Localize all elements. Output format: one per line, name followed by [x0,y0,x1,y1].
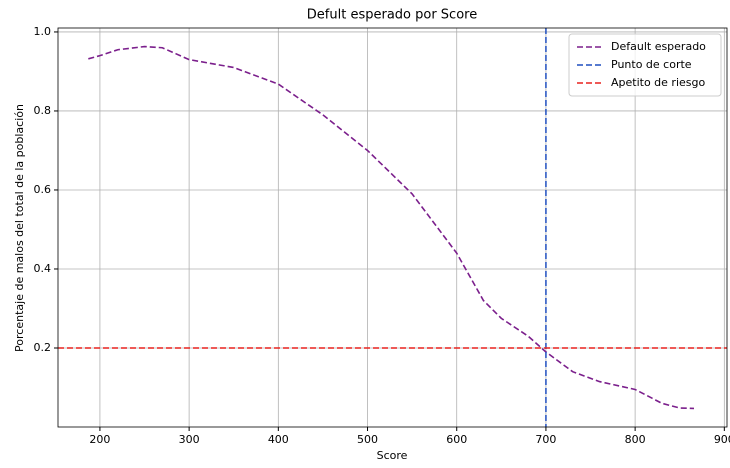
x-tick-label: 500 [357,433,378,446]
x-tick-label: 400 [268,433,289,446]
x-tick-label: 600 [446,433,467,446]
x-tick-label: 300 [179,433,200,446]
y-tick-label: 0.4 [34,262,52,275]
x-tick-label: 200 [89,433,110,446]
legend-label: Apetito de riesgo [611,76,705,89]
x-tick-label: 700 [535,433,556,446]
x-axis-label: Score [377,449,408,462]
y-axis-label: Porcentaje de malos del total de la pobl… [13,104,26,352]
x-tick-label: 800 [625,433,646,446]
y-tick-label: 0.8 [34,104,52,117]
x-tick-label: 900 [714,433,730,446]
legend-box [568,33,722,97]
legend-label: Punto de corte [611,58,692,71]
data-line [88,45,695,410]
y-tick-label: 0.6 [34,183,52,196]
y-tick-label: 0.2 [34,341,52,354]
chart-title: Defult esperado por Score [307,8,477,23]
legend: Default esperado Punto de corte Apetito de… [568,33,722,97]
legend-label: Default esperado [611,40,706,53]
plot-frame [57,27,728,428]
y-tick-label: 1.0 [34,25,52,38]
